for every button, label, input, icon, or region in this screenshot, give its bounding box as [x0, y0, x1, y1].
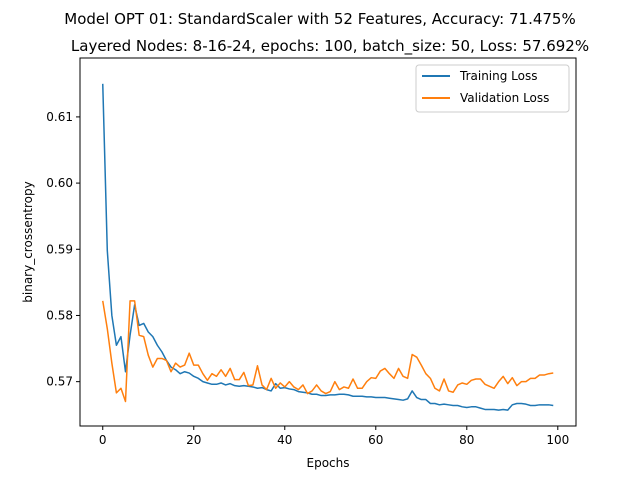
- legend: Training Loss Validation Loss: [415, 64, 570, 113]
- series-line-training-loss: [102, 83, 554, 411]
- y-axis-label: binary_crossentropy: [21, 181, 35, 302]
- legend-label-training-loss: Training Loss: [459, 69, 537, 83]
- x-axis-label: Epochs: [307, 456, 350, 470]
- x-tick-label: 80: [459, 433, 474, 447]
- x-tick-label: 40: [277, 433, 292, 447]
- x-tick-label: 20: [186, 433, 201, 447]
- y-tick-label: 0.59: [46, 242, 73, 256]
- chart-title: Model OPT 01: StandardScaler with 52 Fea…: [64, 10, 575, 28]
- ticks-layer: 0 20 40 60 80 100 0.57 0.58 0.59 0.60 0.61: [46, 110, 569, 447]
- chart-subtitle: Layered Nodes: 8-16-24, epochs: 100, bat…: [71, 37, 589, 56]
- series-layer: [102, 83, 554, 411]
- y-tick-label: 0.61: [46, 110, 73, 124]
- y-tick-label: 0.57: [46, 375, 73, 389]
- x-tick-label: 60: [368, 433, 383, 447]
- legend-box: [415, 64, 570, 113]
- x-tick-label: 100: [546, 433, 569, 447]
- y-tick-label: 0.60: [46, 176, 73, 190]
- y-tick-label: 0.58: [46, 308, 73, 322]
- x-tick-label: 0: [99, 433, 107, 447]
- plot-frame: [79, 57, 577, 427]
- legend-label-validation-loss: Validation Loss: [460, 91, 549, 105]
- series-line-validation-loss: [102, 300, 554, 403]
